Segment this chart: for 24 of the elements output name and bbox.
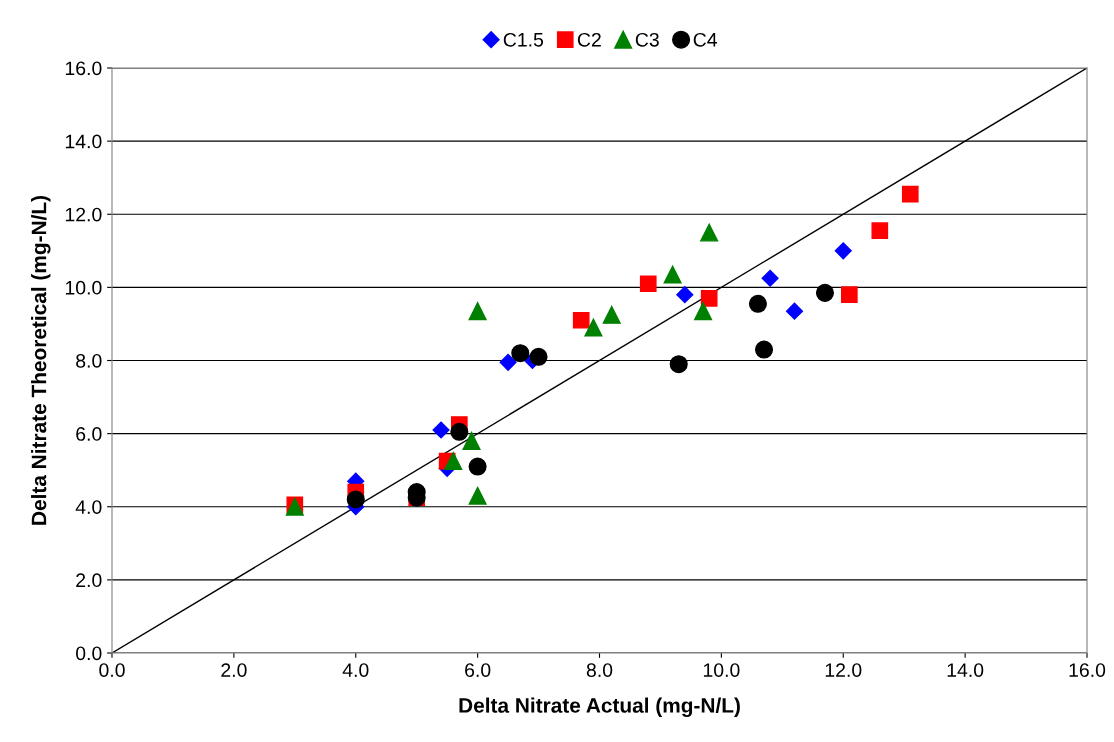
legend-label: C4 <box>693 32 718 47</box>
x-tick-label: 10.0 <box>703 663 740 677</box>
x-tick-label: 2.0 <box>221 663 247 677</box>
legend-label: C2 <box>577 32 601 47</box>
y-tick-label: 2.0 <box>76 573 102 588</box>
y-tick-label: 14.0 <box>65 134 102 149</box>
y-tick-label: 0.0 <box>76 646 102 661</box>
legend-label: C1.5 <box>503 32 544 47</box>
y-tick-label: 10.0 <box>65 280 102 295</box>
y-tick-label: 12.0 <box>65 207 102 222</box>
y-tick-label: 16.0 <box>65 61 102 76</box>
y-tick-label: 4.0 <box>75 500 102 514</box>
x-tick-label: 14.0 <box>947 663 984 677</box>
x-tick-label: 12.0 <box>825 663 862 677</box>
x-tick-label: 8.0 <box>586 663 613 677</box>
legend-label: C3 <box>635 32 659 47</box>
x-tick-label: 4.0 <box>342 663 369 677</box>
x-tick-label: 6.0 <box>465 663 491 677</box>
x-axis-title: Delta Nitrate Actual (mg-N/L) <box>459 697 740 718</box>
x-tick-label: 16.0 <box>1069 663 1106 677</box>
x-tick-label: 0.0 <box>99 663 125 677</box>
y-tick-label: 8.0 <box>76 353 102 368</box>
y-axis-title: Delta Nitrate Theoretical (mg-N/L) <box>31 195 51 525</box>
y-tick-label: 6.0 <box>76 427 102 441</box>
